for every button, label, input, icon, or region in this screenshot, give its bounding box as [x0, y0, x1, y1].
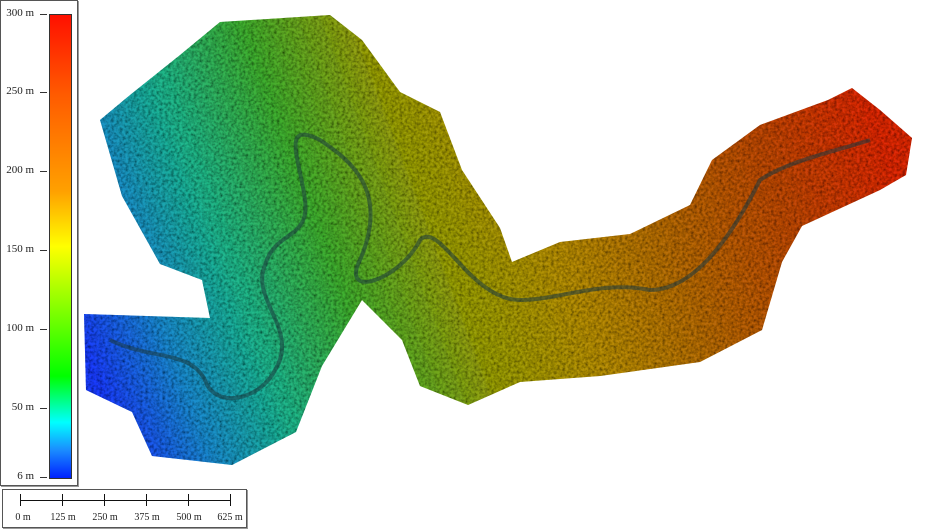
scale-label: 625 m: [217, 512, 243, 523]
river: [109, 132, 871, 400]
legend-label: 300 m: [6, 7, 34, 19]
scale-label: 250 m: [92, 512, 118, 523]
legend-label: 6 m: [17, 470, 34, 482]
legend-label: 250 m: [6, 85, 34, 97]
scale-label: 125 m: [50, 512, 76, 523]
scale-line: [20, 500, 230, 501]
scale-bar: 0 m 125 m 250 m 375 m 500 m 625 m: [2, 489, 247, 528]
scale-label: 0 m: [15, 512, 31, 523]
legend-label: 100 m: [6, 322, 34, 334]
scale-tick: [20, 494, 21, 506]
legend-label: 150 m: [6, 243, 34, 255]
legend-label: 200 m: [6, 164, 34, 176]
color-ramp: [49, 14, 72, 479]
scale-tick: [230, 494, 231, 506]
scale-label: 500 m: [176, 512, 202, 523]
scale-tick: [146, 494, 147, 506]
terrain-surface: [84, 15, 912, 465]
elevation-legend: 300 m 250 m 200 m 150 m 100 m 50 m 6 m: [0, 0, 78, 486]
legend-label: 50 m: [11, 401, 34, 413]
scale-tick: [104, 494, 105, 506]
scale-tick: [188, 494, 189, 506]
scale-label: 375 m: [134, 512, 160, 523]
scale-tick: [62, 494, 63, 506]
